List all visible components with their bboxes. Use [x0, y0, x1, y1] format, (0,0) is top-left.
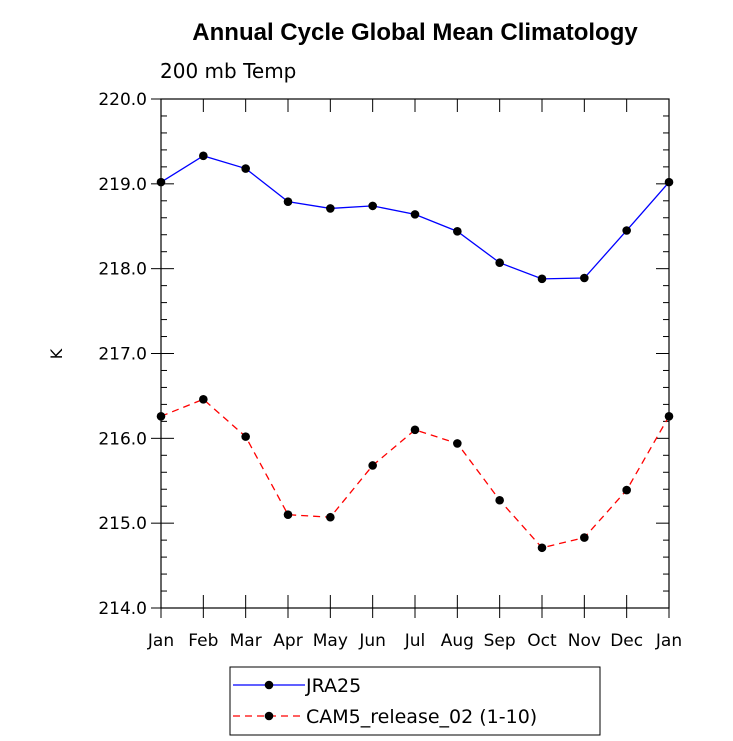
legend-marker-1: [264, 680, 274, 690]
x-tick-label: Feb: [188, 631, 218, 651]
data-point-series-1: [199, 151, 208, 161]
data-point-series-2: [495, 495, 504, 505]
y-axis-label: K: [47, 348, 66, 359]
data-point-series-2: [453, 439, 462, 448]
y-tick-label: 218.0: [98, 260, 147, 280]
data-point-series-2: [580, 533, 589, 542]
data-point-series-1: [241, 164, 250, 173]
legend: JRA25 CAM5_release_02 (1-10): [229, 666, 601, 736]
plot-area: 214.0 215.0 216.0 217.0 218.0 219.0 220.0 Jan Fe…: [98, 90, 682, 651]
x-tick-label: Dec: [610, 631, 643, 651]
x-tick-label: Jan: [147, 631, 174, 651]
data-point-series-1: [453, 227, 462, 236]
x-tick-label: Sep: [484, 631, 516, 651]
data-point-series-1: [156, 177, 166, 187]
data-point-series-2: [326, 512, 335, 522]
data-point-series-2: [283, 510, 293, 519]
y-tick-label: 219.0: [98, 175, 147, 195]
data-point-series-2: [368, 461, 377, 470]
y-tick-label: 220.0: [98, 90, 147, 110]
chart-subtitle: 200 mb Temp: [160, 59, 296, 83]
plot-frame: [160, 98, 670, 609]
series-line-2: [160, 398, 670, 549]
x-tick-label: Nov: [568, 631, 601, 651]
legend-box: [229, 666, 601, 736]
data-point-series-1: [283, 197, 293, 206]
y-tick-label: 214.0: [98, 599, 147, 619]
data-point-series-2: [537, 543, 547, 553]
data-point-series-2: [664, 411, 674, 421]
x-tick-label: Mar: [230, 631, 262, 651]
y-tick-label: 216.0: [98, 429, 147, 449]
data-point-series-1: [664, 177, 674, 187]
data-point-series-2: [199, 395, 208, 404]
chart-title: Annual Cycle Global Mean Climatology: [192, 19, 638, 46]
x-tick-label: Apr: [273, 631, 302, 651]
data-point-series-2: [241, 432, 250, 441]
data-point-series-1: [622, 226, 631, 235]
x-tick-label: May: [313, 631, 348, 651]
data-point-series-1: [410, 210, 420, 219]
data-point-series-2: [622, 485, 631, 495]
x-tick-label: Oct: [527, 631, 557, 651]
data-point-series-1: [537, 274, 547, 284]
data-point-series-1: [368, 201, 377, 211]
data-point-series-2: [156, 411, 166, 421]
x-tick-label: Jan: [655, 631, 682, 651]
y-tick-label: 215.0: [98, 514, 147, 534]
data-point-series-2: [410, 425, 420, 435]
data-point-series-1: [326, 204, 335, 213]
legend-label-1: JRA25: [305, 675, 361, 697]
data-point-series-1: [580, 273, 589, 283]
legend-marker-2: [264, 711, 274, 721]
y-tick-label: 217.0: [98, 345, 147, 365]
x-tick-label: Jul: [404, 631, 426, 651]
x-tick-label: Jun: [358, 631, 386, 651]
legend-label-2: CAM5_release_02 (1-10): [306, 706, 537, 728]
data-point-series-1: [495, 258, 504, 268]
x-tick-label: Aug: [441, 631, 474, 651]
